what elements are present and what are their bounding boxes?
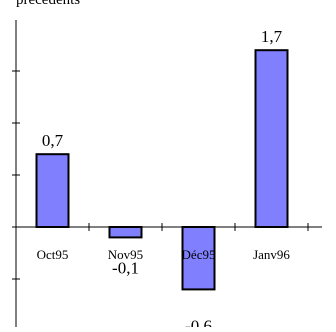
bar-oct95 [35, 153, 70, 228]
bar-janv96 [254, 49, 289, 229]
x-tick-label-janv96: Janv96 [253, 247, 290, 262]
bars-layer [35, 49, 289, 291]
data-label-oct95: 0,7 [42, 131, 64, 150]
labels-layer: Oct95 Nov95 Déc95 Janv96 0,7 -0,1 -0.6 1,7 [37, 27, 291, 332]
x-tick-label-déc95: Déc95 [182, 247, 216, 262]
data-label-nov95: -0,1 [112, 258, 139, 277]
data-label-déc95: -0.6 [185, 316, 212, 327]
x-tick-label-nov95: Nov95 [108, 247, 143, 262]
chart-title: précédents [16, 0, 80, 8]
axes-layer [12, 20, 322, 327]
bar-déc95 [181, 226, 216, 291]
bar-nov95 [108, 226, 143, 239]
x-tick-label-oct95: Oct95 [37, 247, 69, 262]
data-label-janv96: 1,7 [261, 27, 283, 46]
